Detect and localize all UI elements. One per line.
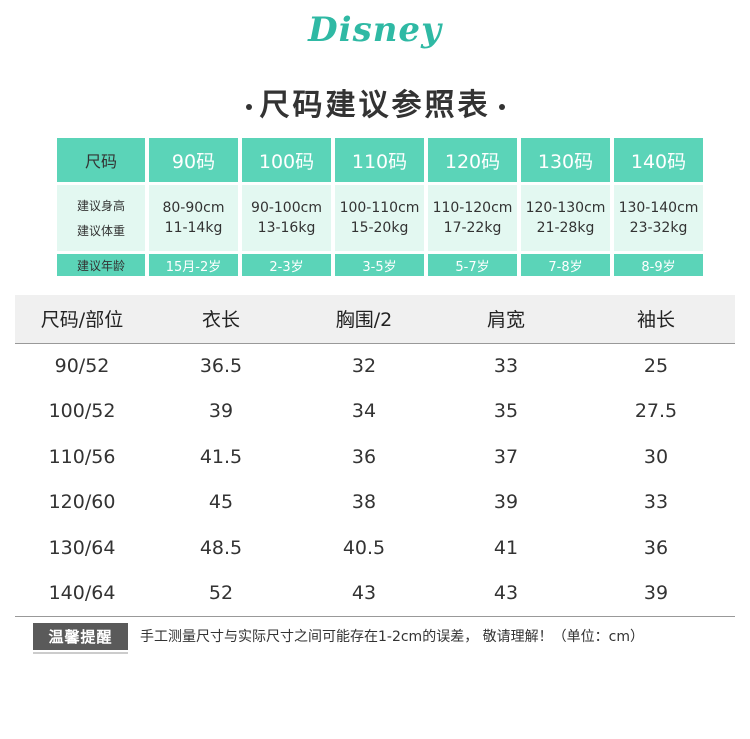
size-age: 3-5岁: [335, 254, 424, 276]
column-header: 胸围/2: [293, 295, 435, 344]
height-label: 建议身高: [76, 199, 125, 213]
table-row: 100/52 39 34 35 27.5: [15, 389, 735, 435]
size-header: 130码: [521, 138, 610, 182]
tip-badge: 温馨提醒: [33, 623, 128, 650]
table-cell: 140/64: [15, 570, 149, 617]
measurement-table: 尺码/部位 衣长 胸围/2 肩宽 袖长 90/52 36.5 32 33 25 …: [15, 295, 735, 617]
size-age: 15月-2岁: [149, 254, 238, 276]
size-body: 80-90cm 11-14kg: [149, 185, 238, 251]
size-weight: 15-20kg: [350, 220, 409, 236]
size-body: 100-110cm 15-20kg: [335, 185, 424, 251]
column-header: 肩宽: [435, 295, 577, 344]
size-age: 5-7岁: [428, 254, 517, 276]
column-header: 衣长: [149, 295, 293, 344]
size-column-100: 100码 90-100cm 13-16kg 2-3岁: [242, 138, 331, 276]
brand-logo: Disney: [308, 10, 442, 50]
size-header: 120码: [428, 138, 517, 182]
table-cell: 27.5: [634, 400, 678, 423]
size-body: 130-140cm 23-32kg: [614, 185, 703, 251]
tip-text: 手工测量尺寸与实际尺寸之间可能存在1-2cm的误差， 敬请理解！（单位：cm）: [140, 629, 644, 645]
page-title: 尺码建议参照表: [0, 80, 750, 124]
title-dot-left: [245, 103, 252, 110]
column-header: 袖长: [577, 295, 735, 344]
table-cell: 30: [643, 445, 669, 468]
size-weight: 23-32kg: [629, 220, 688, 236]
size-label-body: 建议身高 建议体重: [57, 185, 145, 251]
table-cell: 34: [351, 400, 377, 423]
table-cell: 39: [208, 400, 234, 423]
size-height: 130-140cm: [618, 200, 699, 216]
size-column-140: 140码 130-140cm 23-32kg 8-9岁: [614, 138, 703, 276]
size-column-120: 120码 110-120cm 17-22kg 5-7岁: [428, 138, 517, 276]
table-row: 140/64 52 43 43 39: [15, 570, 735, 617]
table-cell: 37: [493, 445, 519, 468]
tip-badge-underline: [33, 652, 128, 654]
size-weight: 11-14kg: [164, 220, 223, 236]
size-age: 7-8岁: [521, 254, 610, 276]
size-header: 90码: [149, 138, 238, 182]
table-cell: 36: [351, 445, 377, 468]
table-cell: 43: [293, 570, 435, 617]
size-guide-grid: 尺码 建议身高 建议体重 建议年龄 90码 80-90cm 11-14kg 15…: [57, 138, 703, 276]
size-body: 110-120cm 17-22kg: [428, 185, 517, 251]
size-height: 120-130cm: [525, 200, 606, 216]
column-header: 尺码/部位: [15, 295, 149, 344]
title-dot-right: [498, 103, 505, 110]
table-cell: 41: [493, 536, 519, 559]
table-cell: 36.5: [199, 355, 243, 377]
table-cell: 33: [493, 355, 519, 377]
table-cell: 120/60: [48, 491, 116, 514]
table-cell: 100/52: [48, 400, 116, 423]
size-height: 90-100cm: [251, 200, 322, 216]
page-title-text: 尺码建议参照表: [259, 88, 491, 123]
size-weight: 21-28kg: [536, 220, 595, 236]
table-cell: 39: [577, 570, 735, 617]
size-height: 80-90cm: [162, 200, 225, 216]
age-label: 建议年龄: [57, 254, 145, 276]
size-label-header: 尺码: [57, 138, 145, 182]
table-cell: 110/56: [48, 445, 116, 468]
size-header: 110码: [335, 138, 424, 182]
size-body: 90-100cm 13-16kg: [242, 185, 331, 251]
size-age: 8-9岁: [614, 254, 703, 276]
size-weight: 13-16kg: [257, 220, 316, 236]
size-header: 140码: [614, 138, 703, 182]
table-cell: 41.5: [199, 445, 243, 468]
table-row: 130/64 48.5 40.5 41 36: [15, 525, 735, 571]
table-cell: 36: [643, 536, 669, 559]
table-header-row: 尺码/部位 衣长 胸围/2 肩宽 袖长: [15, 295, 735, 344]
table-row: 120/60 45 38 39 33: [15, 480, 735, 526]
table-cell: 32: [351, 355, 377, 377]
size-column-90: 90码 80-90cm 11-14kg 15月-2岁: [149, 138, 238, 276]
size-weight: 17-22kg: [443, 220, 502, 236]
table-cell: 33: [643, 491, 669, 514]
table-cell: 40.5: [342, 536, 386, 559]
table-cell: 25: [643, 355, 669, 377]
table-cell: 48.5: [199, 536, 243, 559]
size-guide-label-column: 尺码 建议身高 建议体重 建议年龄: [57, 138, 145, 276]
table-cell: 43: [435, 570, 577, 617]
table-cell: 45: [208, 491, 234, 514]
size-height: 110-120cm: [432, 200, 513, 216]
size-column-110: 110码 100-110cm 15-20kg 3-5岁: [335, 138, 424, 276]
table-cell: 39: [493, 491, 519, 514]
table-cell: 52: [149, 570, 293, 617]
table-cell: 38: [351, 491, 377, 514]
weight-label: 建议体重: [76, 224, 125, 238]
size-age: 2-3岁: [242, 254, 331, 276]
table-cell: 90/52: [54, 355, 110, 377]
table-row: 110/56 41.5 36 37 30: [15, 434, 735, 480]
size-column-130: 130码 120-130cm 21-28kg 7-8岁: [521, 138, 610, 276]
table-cell: 130/64: [48, 536, 116, 559]
size-body: 120-130cm 21-28kg: [521, 185, 610, 251]
table-cell: 35: [493, 400, 519, 423]
table-row: 90/52 36.5 32 33 25: [15, 343, 735, 389]
size-header: 100码: [242, 138, 331, 182]
size-height: 100-110cm: [339, 200, 420, 216]
